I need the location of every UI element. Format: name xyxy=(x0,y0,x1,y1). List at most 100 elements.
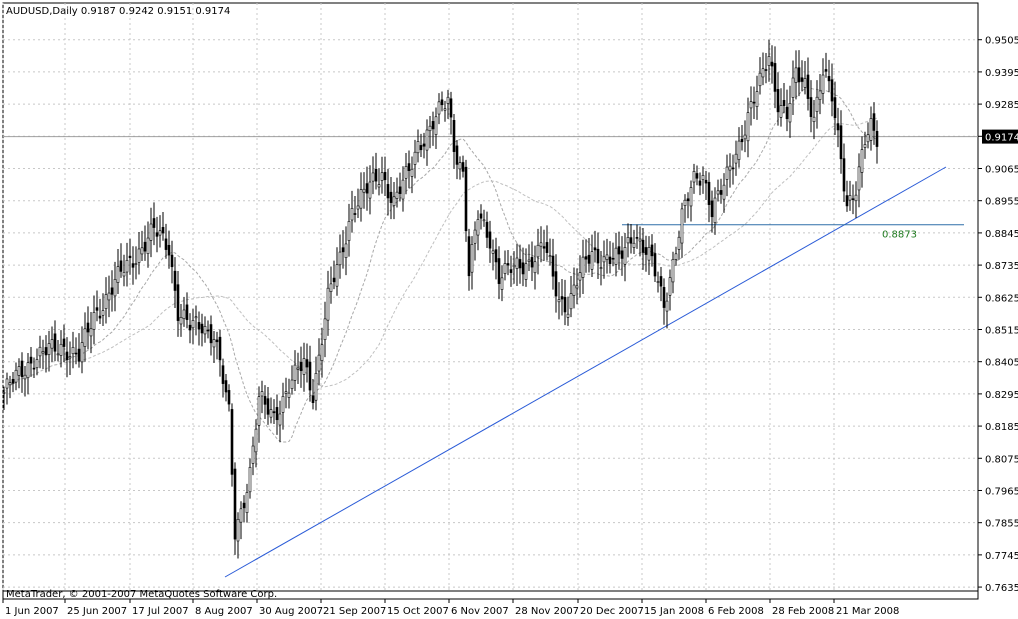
candle-body xyxy=(851,198,855,200)
candle-body xyxy=(185,304,189,320)
candle-body xyxy=(278,413,282,426)
candle-body xyxy=(470,244,474,273)
candle-body xyxy=(149,223,153,241)
y-tick-label: 0.9395 xyxy=(985,68,1018,79)
x-tick-label: 6 Nov 2007 xyxy=(451,606,509,617)
candle-body xyxy=(740,138,744,143)
candle-body xyxy=(239,508,243,523)
candle-body xyxy=(71,347,75,355)
candle-body xyxy=(875,130,879,147)
x-tick-label: 8 Aug 2007 xyxy=(195,606,253,617)
candle-body xyxy=(359,189,363,209)
candle-body xyxy=(227,390,231,405)
candle-body xyxy=(599,267,603,269)
x-tick-label: 21 Sep 2007 xyxy=(323,606,386,617)
candle-body xyxy=(353,213,357,215)
x-tick-label: 1 Jun 2007 xyxy=(5,606,59,617)
candle-body xyxy=(707,181,711,205)
candle-body xyxy=(764,69,768,71)
x-axis: 1 Jun 2007 25 Jun 2007 17 Jul 2007 8 Aug 20… xyxy=(2,599,899,617)
candle-body xyxy=(650,244,654,257)
candle-body xyxy=(68,356,72,359)
candle-body xyxy=(242,502,246,509)
candle-body xyxy=(872,113,876,131)
candle-body xyxy=(14,369,18,383)
candle-body xyxy=(533,261,537,274)
chart-header: AUDUSD,Daily 0.9187 0.9242 0.9151 0.9174 xyxy=(6,6,230,17)
moving-averages xyxy=(3,87,878,443)
candle-body xyxy=(710,200,714,218)
candle-body xyxy=(746,112,750,142)
candle-body xyxy=(800,77,804,82)
candle-body xyxy=(671,259,675,283)
candle-body xyxy=(26,362,30,379)
support-line-label: 0.8873 xyxy=(882,230,917,241)
candle-body xyxy=(713,197,717,223)
candle-body xyxy=(833,97,837,119)
candle-body xyxy=(719,190,723,195)
candle-body xyxy=(404,166,408,179)
candle-body xyxy=(818,90,822,100)
candle-body xyxy=(389,191,393,203)
candle-body xyxy=(446,96,450,104)
x-tick-label: 15 Jan 2008 xyxy=(644,606,704,617)
candle-body xyxy=(248,467,252,493)
y-tick-label: 0.7635 xyxy=(985,583,1018,594)
candle-body xyxy=(368,181,372,199)
candle-body xyxy=(179,316,183,325)
candlesticks xyxy=(2,39,879,559)
candle-body xyxy=(683,199,687,206)
candle-body xyxy=(674,253,678,260)
candle-body xyxy=(701,175,705,180)
candle-body xyxy=(86,322,90,333)
candle-body xyxy=(422,143,426,147)
candle-body xyxy=(593,247,597,251)
candle-body xyxy=(584,256,588,260)
candle-body xyxy=(665,300,669,312)
candle-body xyxy=(428,125,432,132)
candle-body xyxy=(317,354,321,372)
candle-body xyxy=(554,271,558,297)
candle-body xyxy=(158,230,162,236)
candle-body xyxy=(590,251,594,270)
candle-body xyxy=(17,366,21,376)
candle-body xyxy=(668,277,672,296)
candle-body xyxy=(419,145,423,151)
candle-body xyxy=(578,272,582,281)
candle-body xyxy=(194,316,198,319)
copyright-text: MetaTrader, © 2001-2007 MetaQuotes Softw… xyxy=(6,589,277,600)
candle-body xyxy=(164,238,168,250)
candle-body xyxy=(794,67,798,83)
candle-body xyxy=(263,396,267,405)
x-tick-label: 28 Feb 2008 xyxy=(772,606,834,617)
grid-lines xyxy=(2,3,978,591)
candle-body xyxy=(722,184,726,200)
candle-body xyxy=(614,247,618,265)
candle-body xyxy=(101,310,105,316)
candle-body xyxy=(182,309,186,319)
candle-body xyxy=(290,379,294,389)
candle-body xyxy=(32,367,36,370)
candle-body xyxy=(155,232,159,237)
candle-body xyxy=(341,247,345,253)
candle-body xyxy=(758,72,762,87)
candle-body xyxy=(269,409,273,418)
candle-body xyxy=(191,320,195,329)
candle-body xyxy=(215,339,219,343)
candle-body xyxy=(224,380,228,393)
candle-body xyxy=(731,167,735,170)
candle-body xyxy=(476,219,480,236)
candle-body xyxy=(725,166,729,180)
candle-body xyxy=(80,342,84,363)
candle-body xyxy=(641,239,645,253)
candle-body xyxy=(344,243,348,258)
y-tick-label: 0.7745 xyxy=(985,551,1018,562)
candle-body xyxy=(50,339,54,349)
candle-body xyxy=(692,171,696,183)
candle-body xyxy=(401,179,405,200)
candle-body xyxy=(473,229,477,244)
candle-body xyxy=(395,191,399,199)
candle-body xyxy=(137,248,141,263)
candle-body xyxy=(272,411,276,414)
candle-body xyxy=(392,196,396,206)
